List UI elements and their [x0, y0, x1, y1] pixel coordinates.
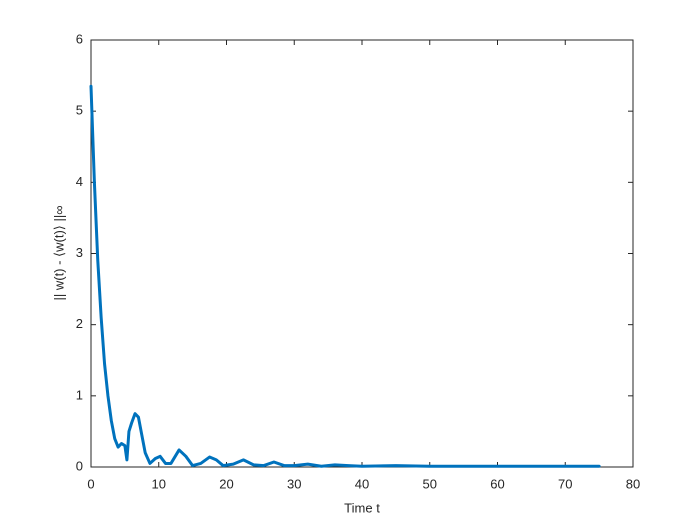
y-tick-label: 6 — [76, 31, 83, 46]
y-axis-label: || w(t) - ⟨w(t)⟩ ||∞ — [51, 205, 66, 300]
y-tick-label: 4 — [76, 174, 83, 189]
x-tick-label: 0 — [87, 476, 94, 491]
plot-frame — [90, 39, 634, 468]
x-tick-label: 60 — [490, 476, 504, 491]
x-tick-label: 40 — [355, 476, 369, 491]
x-tick-label: 70 — [558, 476, 572, 491]
y-tick-label: 0 — [76, 458, 83, 473]
y-tick-label: 5 — [76, 103, 83, 118]
y-tick-label: 3 — [76, 245, 83, 260]
x-tick-label: 80 — [626, 476, 640, 491]
x-tick-label: 10 — [152, 476, 166, 491]
x-tick-label: 30 — [287, 476, 301, 491]
x-axis-label: Time t — [344, 500, 380, 515]
y-tick-label: 2 — [76, 316, 83, 331]
data-line — [89, 84, 601, 468]
x-tick-label: 20 — [219, 476, 233, 491]
x-tick-label: 50 — [423, 476, 437, 491]
y-tick-label: 1 — [76, 387, 83, 402]
